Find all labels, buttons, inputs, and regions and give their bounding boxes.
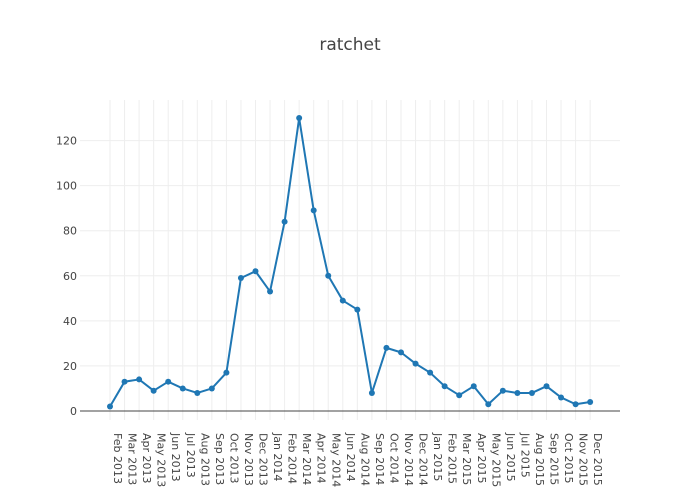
x-tick-label: Feb 2014 <box>286 433 299 484</box>
y-tick-label: 80 <box>63 225 77 238</box>
x-tick-label: Jan 2014 <box>271 432 284 481</box>
x-tick-label: Nov 2014 <box>402 433 415 486</box>
x-grid <box>109 100 591 420</box>
data-point[interactable] <box>136 376 143 383</box>
data-point[interactable] <box>543 383 550 390</box>
x-tick-label: Mar 2015 <box>460 433 473 485</box>
data-point[interactable] <box>296 115 303 122</box>
x-tick-label: Feb 2015 <box>446 433 459 484</box>
data-point[interactable] <box>558 394 565 401</box>
x-tick-label: Apr 2014 <box>315 433 328 484</box>
data-point[interactable] <box>354 306 361 313</box>
x-tick-label: Aug 2015 <box>533 433 546 486</box>
x-tick-label: Mar 2013 <box>126 433 139 485</box>
data-point[interactable] <box>470 383 477 390</box>
data-point[interactable] <box>427 369 434 376</box>
data-point[interactable] <box>499 387 506 394</box>
y-tick-label: 0 <box>70 405 77 418</box>
x-tick-label: Dec 2013 <box>257 433 270 486</box>
y-tick-label: 40 <box>63 315 77 328</box>
data-point[interactable] <box>572 401 579 408</box>
y-tick-label: 20 <box>63 360 77 373</box>
data-point[interactable] <box>339 297 346 304</box>
x-tick-label: Jan 2015 <box>431 432 444 481</box>
data-point[interactable] <box>485 401 492 408</box>
data-point[interactable] <box>165 378 172 385</box>
x-tick-label: Oct 2014 <box>387 433 400 484</box>
data-point[interactable] <box>107 403 113 410</box>
x-tick-label: Oct 2013 <box>227 433 240 484</box>
y-tick-label: 60 <box>63 270 77 283</box>
x-tick-label: Jul 2015 <box>518 432 531 478</box>
x-tick-label: Dec 2014 <box>417 433 430 486</box>
data-point[interactable] <box>368 389 375 396</box>
data-point[interactable] <box>383 344 390 351</box>
data-point[interactable] <box>587 398 594 405</box>
y-tick-label: 100 <box>56 180 77 193</box>
x-tick-label: Aug 2014 <box>358 433 371 486</box>
x-tick-label: Dec 2015 <box>591 433 604 486</box>
chart-title: ratchet <box>319 35 381 55</box>
x-tick-label: Jun 2013 <box>169 432 182 482</box>
series-layer <box>107 115 594 410</box>
x-tick-label: Apr 2015 <box>475 433 488 484</box>
x-tick-label: Oct 2015 <box>562 433 575 484</box>
data-point[interactable] <box>208 385 215 392</box>
x-tick-label: Jun 2014 <box>344 432 357 482</box>
data-point[interactable] <box>194 389 201 396</box>
x-tick-label: Apr 2013 <box>140 433 153 484</box>
x-tick-label: May 2013 <box>155 433 168 487</box>
x-tick-label: Sep 2015 <box>548 433 561 485</box>
x-tick-label: Sep 2013 <box>213 433 226 485</box>
data-point[interactable] <box>398 349 404 356</box>
series-line <box>109 117 591 407</box>
x-tick-label: Mar 2014 <box>300 433 313 485</box>
y-grid <box>80 140 620 367</box>
x-tick-label: Nov 2015 <box>577 433 590 486</box>
data-point[interactable] <box>325 272 332 279</box>
x-tick-label: May 2015 <box>489 433 502 487</box>
data-point[interactable] <box>514 389 521 396</box>
data-point[interactable] <box>281 218 288 225</box>
data-point[interactable] <box>267 288 274 295</box>
data-point[interactable] <box>121 378 128 385</box>
x-tick-label: Sep 2014 <box>373 433 386 485</box>
x-tick-label: Jun 2015 <box>504 432 517 482</box>
y-axis-ticks: 0 20 40 60 80 100 120 <box>56 135 77 418</box>
data-point[interactable] <box>412 360 419 367</box>
data-point[interactable] <box>150 387 157 394</box>
x-axis-ticks: Feb 2013 Mar 2013 Apr 2013 May 2013 Jun 2013… <box>111 432 604 487</box>
data-point[interactable] <box>441 383 448 390</box>
x-tick-label: Jul 2013 <box>184 432 197 478</box>
data-point[interactable] <box>456 392 463 399</box>
data-point[interactable] <box>528 389 535 396</box>
data-point[interactable] <box>237 275 244 282</box>
data-point[interactable] <box>310 207 317 214</box>
x-tick-label: May 2014 <box>329 433 342 487</box>
x-tick-label: Nov 2013 <box>242 433 255 486</box>
x-tick-label: Feb 2013 <box>111 433 124 484</box>
data-point[interactable] <box>223 369 230 376</box>
y-tick-label: 120 <box>56 135 77 148</box>
data-point[interactable] <box>252 268 259 275</box>
x-tick-label: Aug 2013 <box>198 433 211 486</box>
data-point[interactable] <box>179 385 186 392</box>
